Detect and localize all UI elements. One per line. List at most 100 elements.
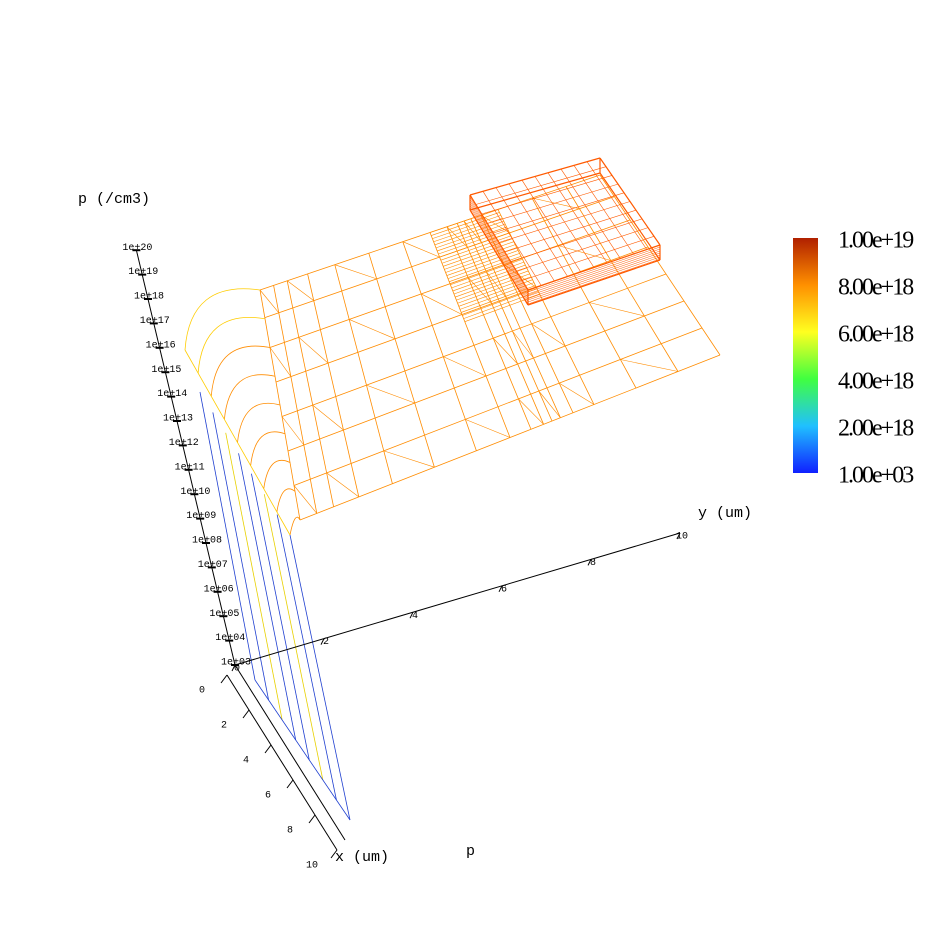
mesh-line: [573, 165, 634, 255]
mesh-line: [429, 232, 511, 438]
mesh-line: [289, 516, 301, 536]
mesh-line: [254, 679, 351, 821]
x-tick-label: 4: [243, 756, 249, 767]
mesh-line: [441, 238, 513, 264]
y-tick-label: 2: [323, 637, 329, 648]
mesh-line: [516, 227, 649, 272]
mesh-line: [498, 201, 631, 243]
x-tick: [220, 674, 228, 684]
mesh-line: [383, 450, 435, 468]
mesh-line: [599, 172, 661, 261]
y-tick: [587, 559, 592, 566]
z-tick-label: 1e+07: [198, 560, 228, 571]
mesh-line: [334, 264, 377, 280]
mesh-line: [281, 416, 305, 446]
mesh-line: [527, 258, 661, 305]
x-tick-label: 2: [221, 721, 227, 732]
y-axis-label: y (um): [698, 505, 752, 522]
mesh-line: [452, 264, 526, 292]
mesh-line: [469, 200, 529, 297]
mesh-line: [223, 374, 276, 420]
mesh-line: [184, 288, 261, 351]
axes: 0 2 4 6 8 10 0 2 4 6 8 10 1e+03 1e+04 1e+05 1e+06 1e+07 1…: [122, 243, 688, 872]
mesh-line: [259, 289, 280, 313]
mesh-line: [326, 472, 359, 498]
x-tick-label: 8: [287, 826, 293, 837]
x-tick-label: 6: [265, 791, 271, 802]
mesh-line: [527, 246, 661, 293]
mesh-line: [368, 253, 435, 468]
z-tick-label: 1e+20: [122, 243, 152, 254]
mesh-line: [527, 259, 661, 306]
mesh-line: [462, 288, 537, 316]
y-tick-label: 4: [412, 611, 418, 622]
mesh-line: [437, 226, 507, 252]
mesh-line: [455, 270, 529, 298]
mesh-line: [438, 229, 509, 255]
mesh-line: [458, 279, 533, 307]
mesh-line: [522, 236, 655, 281]
z-tick-label: 1e+18: [134, 292, 164, 303]
mesh-line: [269, 347, 292, 377]
mesh-line: [212, 412, 269, 701]
mesh-line: [197, 317, 266, 374]
z-tick-label: 1e+16: [146, 340, 176, 351]
z-tick-label: 1e+13: [163, 414, 193, 425]
quantity-label: p: [466, 843, 475, 860]
z-axis-label: p (/cm3): [78, 191, 150, 208]
mesh-line: [459, 282, 535, 310]
mesh-line: [281, 273, 667, 417]
y-tick: [498, 585, 503, 593]
mesh-line: [463, 220, 553, 422]
colorbar-tick-label: 2.00e+18: [838, 416, 914, 442]
x-tick: [264, 744, 272, 754]
colorbar-tick-label: 4.00e+18: [838, 369, 914, 395]
y-tick-label: 10: [676, 532, 688, 543]
mesh-line: [276, 488, 296, 512]
y-tick-label: 8: [590, 558, 596, 569]
z-tick-label: 1e+06: [204, 584, 234, 595]
x-axis-label: x (um): [335, 849, 389, 866]
mesh-line: [586, 161, 648, 250]
mesh-line: [527, 252, 661, 299]
x-tick: [330, 849, 338, 859]
colorbar-tick-label: 1.00e+19: [838, 228, 914, 254]
y-tick: [409, 611, 414, 619]
mesh-line: [298, 337, 329, 364]
mesh-line: [469, 196, 529, 293]
mesh-line: [293, 327, 703, 486]
mesh-line: [492, 337, 518, 365]
mesh-line: [429, 209, 499, 233]
mesh-line: [446, 226, 532, 430]
mesh-line: [527, 254, 661, 301]
x-tick-label: 10: [306, 861, 318, 872]
mesh-line: [435, 223, 506, 249]
mesh-line: [443, 241, 514, 267]
mesh-line: [512, 330, 534, 359]
y-tick-label: 0: [234, 664, 240, 675]
mesh-line: [469, 172, 601, 211]
mesh-line: [469, 209, 529, 306]
mesh-line: [531, 197, 580, 209]
mesh-line: [273, 285, 318, 514]
colorbar-tick-label: 6.00e+18: [838, 322, 914, 348]
z-tick-label: 1e+10: [180, 487, 210, 498]
mesh-line: [443, 356, 487, 377]
mesh-line: [184, 349, 291, 536]
mesh-line: [250, 431, 286, 466]
mesh-line: [432, 215, 501, 239]
mesh-line: [334, 264, 393, 484]
mesh-line: [210, 345, 271, 397]
mesh-line: [531, 323, 566, 347]
mesh-line: [263, 494, 324, 781]
x-tick-label: 0: [199, 686, 205, 697]
mesh-line: [251, 473, 310, 761]
mesh-line: [589, 302, 645, 317]
mesh-line: [527, 248, 661, 295]
y-tick: [320, 638, 325, 645]
z-tick-label: 1e+14: [157, 389, 187, 400]
z-tick-label: 1e+17: [140, 316, 170, 327]
mesh-line: [469, 202, 529, 299]
mesh-line: [565, 186, 679, 372]
